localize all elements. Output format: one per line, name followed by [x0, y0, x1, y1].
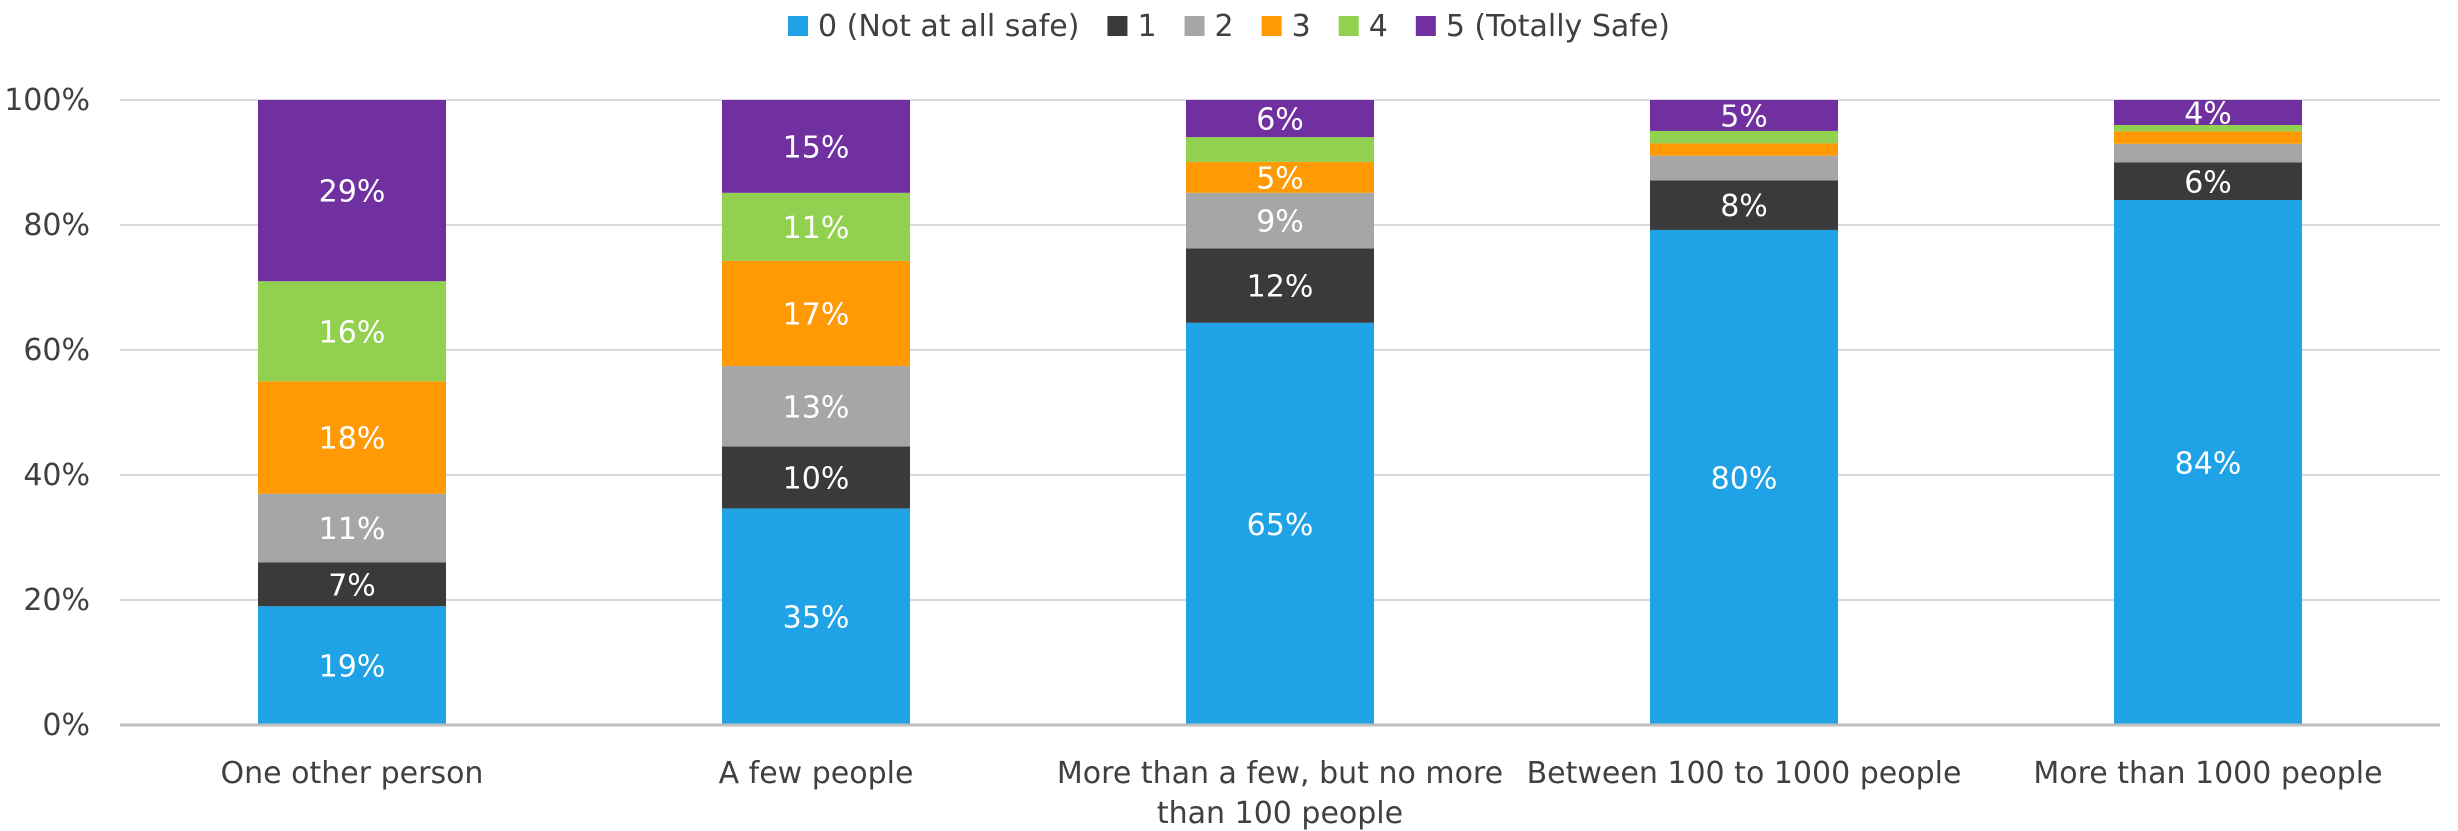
legend-item: 2	[1184, 9, 1234, 44]
y-tick-label: 20%	[23, 583, 90, 618]
legend-label: 3	[1292, 9, 1311, 44]
category-label: More than a few, but no more	[1057, 756, 1503, 791]
bar-segment	[722, 366, 910, 447]
data-label: 18%	[319, 422, 386, 457]
data-label: 10%	[783, 461, 850, 496]
legend-item: 5 (Totally Safe)	[1415, 9, 1670, 44]
bar-segment	[1650, 229, 1838, 725]
data-label: 16%	[319, 315, 386, 350]
y-tick-label: 80%	[23, 208, 90, 243]
legend-swatch	[788, 16, 809, 36]
data-label: 35%	[783, 601, 850, 636]
data-label: 11%	[319, 512, 386, 547]
bar-segment	[2114, 143, 2302, 163]
legend-swatch	[1415, 16, 1436, 36]
y-tick-label: 0%	[42, 708, 90, 743]
bar-segment	[1186, 322, 1374, 725]
data-label: 6%	[1256, 103, 1304, 138]
bar-segment	[1650, 155, 1838, 181]
bar-segment	[722, 508, 910, 725]
legend-swatch	[1107, 16, 1128, 36]
legend-item: 3	[1261, 9, 1311, 44]
data-label: 13%	[783, 390, 850, 425]
legend-label: 4	[1369, 9, 1388, 44]
legend-label: 5 (Totally Safe)	[1446, 9, 1670, 44]
bar-segment	[1186, 192, 1374, 249]
y-tick-label: 60%	[23, 333, 90, 368]
data-label: 5%	[1720, 99, 1768, 134]
bar-segment	[2114, 162, 2302, 200]
bar-segment	[2114, 131, 2302, 144]
y-tick-label: 40%	[23, 458, 90, 493]
bar-segment	[258, 493, 446, 563]
bar-segment	[1650, 100, 1838, 131]
data-label: 7%	[328, 568, 376, 603]
bar-segment	[1650, 180, 1838, 230]
category-label: Between 100 to 1000 people	[1527, 756, 1962, 791]
category-label: More than 1000 people	[2033, 756, 2382, 791]
bars	[258, 100, 2302, 725]
data-label: 65%	[1247, 508, 1314, 543]
bar-segment	[1650, 130, 1838, 144]
bar-segment	[2114, 200, 2302, 725]
bar-segment	[1650, 143, 1838, 156]
legend-swatch	[1184, 16, 1205, 36]
legend-label: 1	[1137, 9, 1156, 44]
data-label: 12%	[1247, 270, 1314, 305]
legend: 0 (Not at all safe) 1 2 3 4 5 (Totally Safe)	[788, 9, 1670, 44]
data-label: 8%	[1720, 189, 1768, 224]
data-label: 9%	[1256, 205, 1304, 240]
bar-segment	[1186, 161, 1374, 193]
legend-label: 0 (Not at all safe)	[818, 9, 1079, 44]
legend-item: 4	[1338, 9, 1388, 44]
y-tick-label: 100%	[4, 83, 90, 118]
legend-swatch	[1338, 16, 1359, 36]
bar-segment	[2114, 125, 2302, 132]
bar-segment	[1186, 248, 1374, 323]
category-label: A few people	[719, 756, 914, 791]
data-label: 84%	[2175, 447, 2242, 482]
data-label: 80%	[1711, 461, 1778, 496]
category-label: than 100 people	[1157, 796, 1403, 831]
bar-segment	[722, 100, 910, 193]
bar-segment	[258, 606, 446, 725]
bar-segment	[722, 260, 910, 367]
data-labels: 19% 7% 11% 18% 16% 29% 35% 10% 13% 17% 11% 15% 65% 12…	[319, 97, 2242, 685]
bar-segment	[258, 100, 446, 282]
data-label: 11%	[783, 211, 850, 246]
legend-swatch	[1261, 16, 1282, 36]
data-label: 29%	[319, 175, 386, 210]
data-label: 19%	[319, 650, 386, 685]
bar-segment	[722, 192, 910, 261]
x-axis: One other person A few people More than a …	[120, 723, 2440, 831]
bar-segment	[1186, 100, 1374, 138]
bar-segment	[722, 446, 910, 509]
category-label: One other person	[221, 756, 484, 791]
data-label: 4%	[2184, 97, 2232, 132]
bar-segment	[258, 562, 446, 607]
data-label: 17%	[783, 297, 850, 332]
data-label: 5%	[1256, 161, 1304, 196]
bar-segment	[258, 381, 446, 494]
y-axis: 0% 20% 40% 60% 80% 100%	[4, 83, 90, 743]
bar-segment	[2114, 100, 2302, 125]
bar-segment	[1186, 137, 1374, 162]
data-label: 6%	[2184, 165, 2232, 200]
legend-item: 0 (Not at all safe)	[788, 9, 1079, 44]
legend-label: 2	[1215, 9, 1234, 44]
legend-item: 1	[1107, 9, 1157, 44]
data-label: 15%	[783, 130, 850, 165]
bar-segment	[258, 281, 446, 382]
